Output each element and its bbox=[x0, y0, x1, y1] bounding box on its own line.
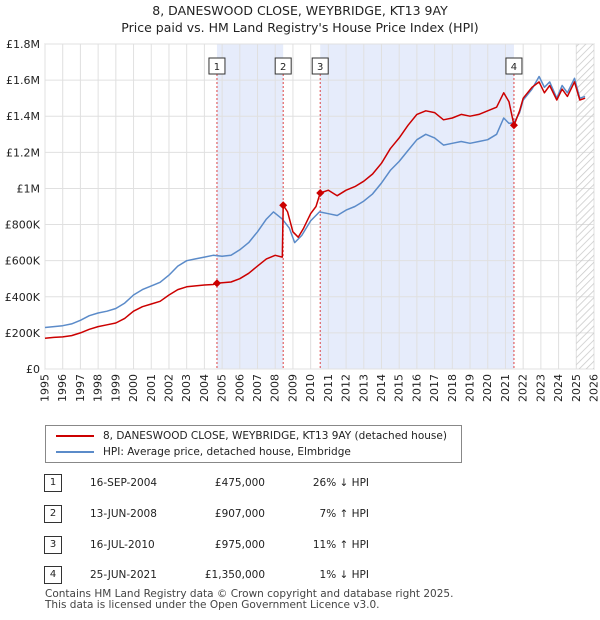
sale-number-box: 2 bbox=[274, 57, 292, 75]
x-tick-label: 2005 bbox=[216, 374, 229, 402]
x-tick-label: 2012 bbox=[340, 374, 353, 402]
x-tick-label: 1999 bbox=[109, 374, 122, 402]
y-tick-label: £1M bbox=[17, 182, 41, 195]
y-tick-label: £1.6M bbox=[6, 74, 40, 87]
y-tick-label: £1.2M bbox=[6, 146, 40, 159]
sale-date: 13-JUN-2008 bbox=[90, 508, 157, 520]
x-tick-label: 2010 bbox=[304, 374, 317, 402]
sale-price: £475,000 bbox=[214, 477, 265, 489]
sale-hpi-diff: 7% ↑ HPI bbox=[319, 508, 369, 520]
x-tick-label: 2024 bbox=[552, 374, 565, 402]
x-tick-label: 2006 bbox=[233, 374, 246, 402]
sale-number-box-label: 4 bbox=[511, 62, 517, 73]
x-tick-label: 1996 bbox=[56, 374, 69, 402]
legend-swatch-hpi bbox=[56, 451, 94, 453]
x-tick-label: 1997 bbox=[74, 374, 87, 402]
sale-number-box: 3 bbox=[311, 57, 329, 75]
x-tick-label: 2001 bbox=[145, 374, 158, 402]
sale-number-box-frame bbox=[274, 57, 292, 75]
sale-point-marker bbox=[279, 201, 288, 210]
sale-hpi-diff: 11% ↑ HPI bbox=[312, 539, 369, 551]
y-tick-label: £1.8M bbox=[6, 38, 40, 51]
x-tick-label: 2023 bbox=[534, 374, 547, 402]
x-tick-label: 2002 bbox=[162, 374, 175, 402]
y-tick-label: £200K bbox=[5, 327, 41, 340]
footer-line-copyright: Contains HM Land Registry data © Crown c… bbox=[45, 588, 454, 600]
sale-date: 16-JUL-2010 bbox=[90, 539, 155, 551]
sale-hpi-diff: 26% ↓ HPI bbox=[312, 477, 369, 489]
sale-price: £907,000 bbox=[214, 508, 265, 520]
sale-number-box-label: 2 bbox=[280, 62, 286, 73]
x-tick-label: 2025 bbox=[570, 374, 583, 402]
sale-number-badge: 1 bbox=[44, 474, 62, 492]
x-tick-label: 2007 bbox=[251, 374, 264, 402]
y-tick-label: £400K bbox=[5, 291, 41, 304]
x-tick-label: 2009 bbox=[286, 374, 299, 402]
sale-row: 3 16-JUL-2010 £975,000 11% ↑ HPI bbox=[44, 536, 444, 556]
chart-title-line1: 8, DANESWOOD CLOSE, WEYBRIDGE, KT13 9AY bbox=[152, 3, 448, 18]
sale-point-marker bbox=[509, 121, 518, 130]
sale-row: 4 25-JUN-2021 £1,350,000 1% ↓ HPI bbox=[44, 566, 444, 586]
sale-number-box: 4 bbox=[505, 57, 523, 75]
legend-label-property: 8, DANESWOOD CLOSE, WEYBRIDGE, KT13 9AY … bbox=[103, 430, 447, 442]
sale-price: £975,000 bbox=[214, 539, 265, 551]
sale-number-box-frame bbox=[505, 57, 523, 75]
x-tick-label: 1998 bbox=[92, 374, 105, 402]
x-tick-label: 2013 bbox=[357, 374, 370, 402]
x-tick-label: 2004 bbox=[198, 374, 211, 402]
sale-point-marker bbox=[316, 188, 325, 197]
sale-number-badge: 2 bbox=[44, 505, 62, 523]
y-tick-label: £1.4M bbox=[6, 110, 40, 123]
x-tick-label: 2000 bbox=[127, 374, 140, 402]
x-tick-label: 2008 bbox=[269, 374, 282, 402]
sale-date: 16-SEP-2004 bbox=[90, 477, 158, 489]
x-tick-label: 2019 bbox=[464, 374, 477, 402]
legend-swatch-property bbox=[56, 435, 94, 437]
y-tick-label: £800K bbox=[5, 219, 41, 232]
sale-number-box-frame bbox=[311, 57, 329, 75]
sale-row: 1 16-SEP-2004 £475,000 26% ↓ HPI bbox=[44, 474, 444, 494]
x-tick-label: 2020 bbox=[481, 374, 494, 402]
x-tick-label: 2016 bbox=[410, 374, 423, 402]
footer-line-licence: This data is licensed under the Open Gov… bbox=[45, 599, 380, 611]
sale-number-box-frame bbox=[208, 57, 226, 75]
forecast-hatch bbox=[576, 44, 594, 369]
x-tick-label: 2015 bbox=[393, 374, 406, 402]
x-tick-label: 2003 bbox=[180, 374, 193, 402]
price-chart: £0 £200K £400K £600K £800K £1M £1.2M £1.4M £1.6M… bbox=[5, 38, 600, 402]
x-tick-label: 2018 bbox=[446, 374, 459, 402]
chart-title-line2: Price paid vs. HM Land Registry's House … bbox=[121, 20, 479, 35]
sale-number-box-label: 1 bbox=[214, 62, 220, 73]
chart-legend: 8, DANESWOOD CLOSE, WEYBRIDGE, KT13 9AY … bbox=[45, 425, 462, 463]
sale-number-badge: 4 bbox=[44, 566, 62, 584]
legend-label-hpi: HPI: Average price, detached house, Elmb… bbox=[103, 446, 351, 458]
sale-number-box: 1 bbox=[208, 57, 226, 75]
y-tick-label: £0 bbox=[26, 363, 40, 376]
legend-item-hpi: HPI: Average price, detached house, Elmb… bbox=[56, 445, 351, 459]
x-tick-label: 2022 bbox=[517, 374, 530, 402]
legend-item-property: 8, DANESWOOD CLOSE, WEYBRIDGE, KT13 9AY … bbox=[56, 429, 447, 443]
x-tick-label: 2021 bbox=[499, 374, 512, 402]
x-tick-label: 2026 bbox=[588, 374, 600, 402]
sale-number-badge: 3 bbox=[44, 536, 62, 554]
sale-number-box-label: 3 bbox=[317, 62, 323, 73]
sale-hpi-diff: 1% ↓ HPI bbox=[319, 569, 369, 581]
sale-date: 25-JUN-2021 bbox=[90, 569, 157, 581]
sale-row: 2 13-JUN-2008 £907,000 7% ↑ HPI bbox=[44, 505, 444, 525]
y-tick-label: £600K bbox=[5, 255, 41, 268]
ownership-period-shade bbox=[216, 44, 284, 369]
x-tick-label: 1995 bbox=[39, 374, 52, 402]
x-tick-label: 2014 bbox=[375, 374, 388, 402]
x-tick-label: 2011 bbox=[322, 374, 335, 402]
sale-point-marker bbox=[212, 279, 221, 288]
sale-price: £1,350,000 bbox=[204, 569, 265, 581]
x-tick-label: 2017 bbox=[428, 374, 441, 402]
footer-attribution: Contains HM Land Registry data © Crown c… bbox=[45, 589, 453, 611]
